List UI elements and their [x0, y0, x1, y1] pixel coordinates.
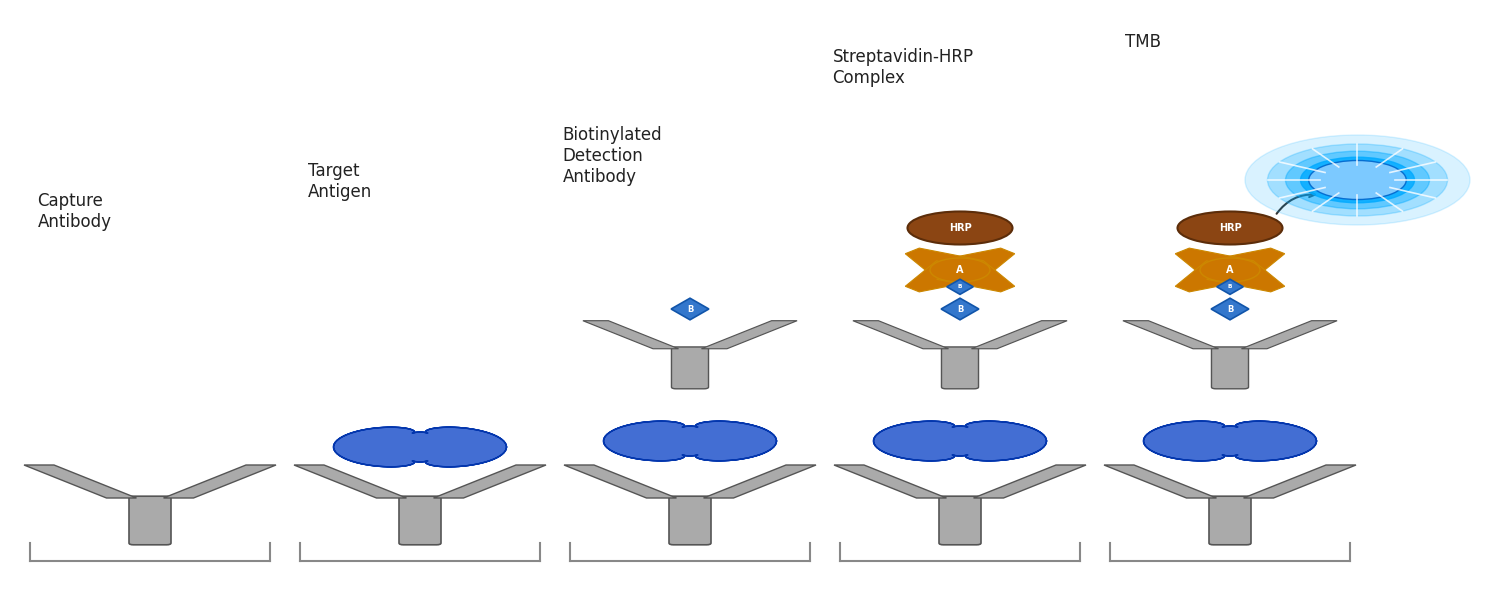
Text: B: B [958, 284, 962, 289]
Polygon shape [433, 465, 546, 498]
Polygon shape [1244, 465, 1356, 498]
Polygon shape [294, 465, 406, 498]
Polygon shape [704, 465, 816, 498]
Polygon shape [1206, 260, 1284, 292]
Polygon shape [834, 465, 946, 498]
Ellipse shape [908, 211, 1013, 244]
Polygon shape [1242, 320, 1336, 349]
Text: Streptavidin-HRP
Complex: Streptavidin-HRP Complex [833, 48, 974, 87]
Circle shape [1268, 144, 1448, 216]
Polygon shape [946, 279, 974, 295]
Polygon shape [670, 298, 710, 320]
FancyBboxPatch shape [942, 347, 978, 389]
Polygon shape [906, 260, 984, 292]
Polygon shape [1206, 248, 1284, 280]
Text: B: B [687, 304, 693, 313]
Circle shape [1200, 258, 1260, 282]
Polygon shape [24, 465, 136, 498]
Polygon shape [936, 260, 1014, 292]
Polygon shape [1210, 298, 1249, 320]
Polygon shape [853, 320, 948, 349]
Polygon shape [584, 320, 678, 349]
Circle shape [930, 258, 990, 282]
Polygon shape [974, 465, 1086, 498]
FancyBboxPatch shape [669, 496, 711, 545]
Text: HRP: HRP [1218, 223, 1242, 233]
Circle shape [1300, 157, 1414, 203]
Polygon shape [164, 465, 276, 498]
Text: Capture
Antibody: Capture Antibody [38, 192, 111, 231]
Text: Biotinylated
Detection
Antibody: Biotinylated Detection Antibody [562, 126, 662, 185]
Text: TMB: TMB [1125, 33, 1161, 51]
Ellipse shape [1308, 160, 1407, 199]
FancyBboxPatch shape [1209, 496, 1251, 545]
Text: HRP: HRP [948, 223, 972, 233]
FancyBboxPatch shape [399, 496, 441, 545]
FancyBboxPatch shape [1212, 347, 1248, 389]
Polygon shape [906, 248, 984, 280]
Polygon shape [333, 427, 507, 467]
Polygon shape [940, 298, 980, 320]
Ellipse shape [1178, 211, 1282, 244]
Polygon shape [936, 248, 1014, 280]
Polygon shape [564, 465, 676, 498]
Polygon shape [1124, 320, 1218, 349]
FancyBboxPatch shape [672, 347, 708, 389]
Text: A: A [957, 265, 963, 275]
Polygon shape [603, 421, 777, 461]
Text: B: B [957, 304, 963, 313]
Text: Target
Antigen: Target Antigen [308, 162, 372, 201]
Polygon shape [972, 320, 1066, 349]
Text: B: B [1228, 284, 1232, 289]
Polygon shape [702, 320, 796, 349]
Polygon shape [1104, 465, 1216, 498]
Polygon shape [1176, 248, 1254, 280]
FancyBboxPatch shape [939, 496, 981, 545]
FancyBboxPatch shape [129, 496, 171, 545]
Polygon shape [873, 421, 1047, 461]
Circle shape [1286, 151, 1430, 209]
Polygon shape [1216, 279, 1243, 295]
Circle shape [1245, 135, 1470, 225]
Polygon shape [1143, 421, 1317, 461]
Text: A: A [1227, 265, 1233, 275]
Polygon shape [1176, 260, 1254, 292]
Text: B: B [1227, 304, 1233, 313]
